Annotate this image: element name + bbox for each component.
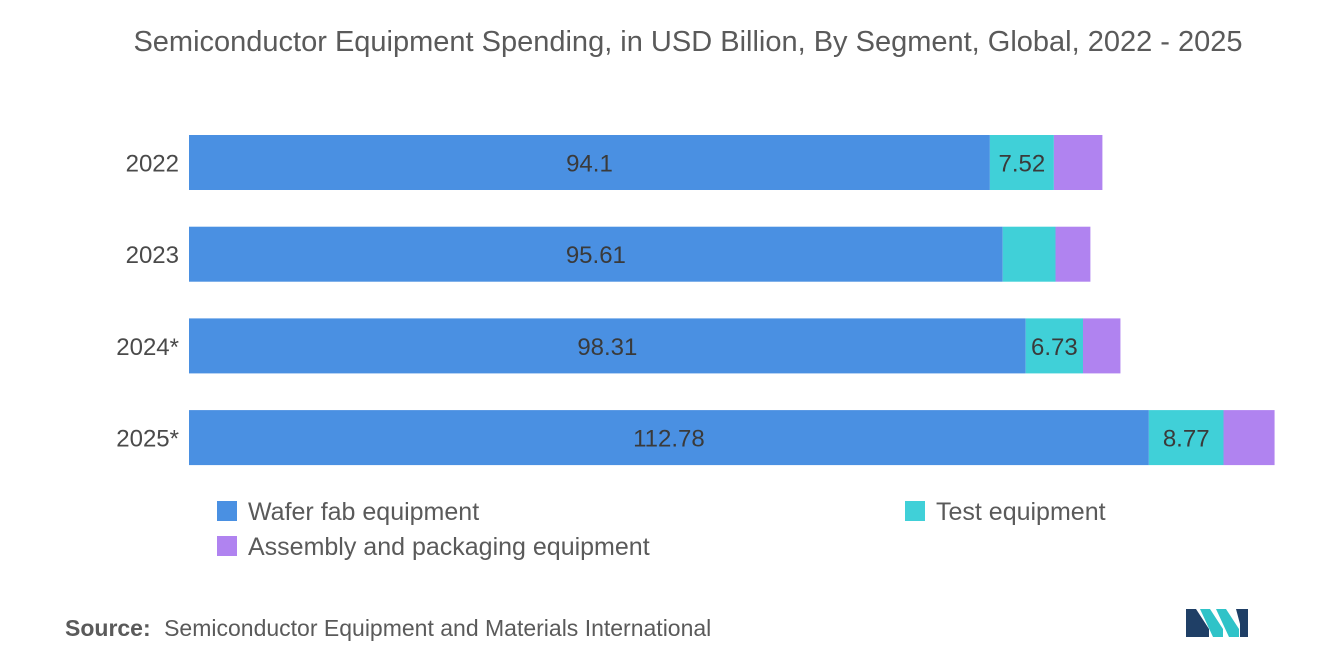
- data-label: 7.52: [999, 151, 1046, 178]
- legend-swatch: [217, 501, 237, 521]
- legend: Wafer fab equipment Test equipment Assembl…: [217, 498, 1106, 561]
- bar-segment: [989, 135, 1054, 190]
- legend-swatch: [905, 501, 925, 521]
- legend-swatch: [217, 536, 237, 556]
- legend-label: Wafer fab equipment: [248, 498, 479, 526]
- category-label: 2024*: [116, 334, 179, 361]
- legend-label: Test equipment: [936, 498, 1106, 526]
- category-label: 2025*: [116, 426, 179, 453]
- legend-label: Assembly and packaging equipment: [248, 533, 650, 561]
- data-label: 6.73: [1031, 334, 1078, 361]
- source-label: Source:: [65, 615, 151, 641]
- source-line: Source: Semiconductor Equipment and Mate…: [65, 615, 711, 641]
- data-label: 112.78: [633, 426, 705, 453]
- data-label: 95.61: [566, 242, 626, 269]
- bar-segment: [1148, 410, 1224, 466]
- bar-segment: [1082, 318, 1121, 374]
- chart-title: Semiconductor Equipment Spending, in USD…: [133, 26, 1242, 58]
- data-label: 8.77: [1163, 426, 1210, 453]
- bar-segment: [1223, 410, 1275, 466]
- bar-segment: [1025, 318, 1083, 374]
- bar-segment: [189, 318, 1026, 374]
- data-label: 94.1: [566, 151, 613, 178]
- bars-layer: 2022 94.1 7.52 2023 95.61 2024* 98.31 6.73 2025*…: [116, 135, 1275, 466]
- bar-segment: [189, 135, 990, 190]
- bar-segment: [1055, 226, 1091, 282]
- bar-segment: [189, 226, 1003, 282]
- bar-segment: [1053, 135, 1103, 190]
- category-label: 2022: [126, 151, 179, 178]
- category-label: 2023: [126, 242, 179, 269]
- mordor-intelligence-logo-icon: [1186, 609, 1248, 637]
- source-text: Semiconductor Equipment and Materials In…: [164, 615, 711, 641]
- bar-segment: [1002, 226, 1056, 282]
- bar-segment: [189, 410, 1149, 466]
- data-label: 98.31: [577, 334, 637, 361]
